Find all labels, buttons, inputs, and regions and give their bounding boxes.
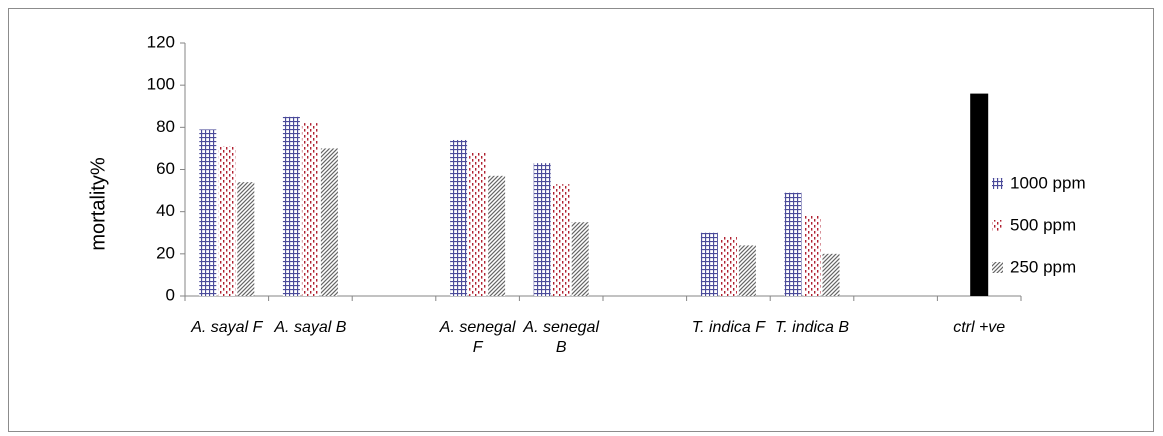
legend-swatch (992, 262, 1003, 273)
bar-1000-ppm (450, 139, 468, 296)
y-tick-label: 120 (147, 32, 175, 51)
x-tick-label: T. indica B (775, 319, 849, 336)
x-tick-label: A. sayal B (273, 319, 346, 336)
y-tick-label: 0 (166, 285, 175, 304)
bar-500-ppm (469, 152, 487, 296)
y-tick-label: 60 (156, 159, 175, 178)
y-axis-label: mortality% (87, 157, 109, 251)
bar-1000-ppm (533, 163, 551, 296)
x-tick-label: A. sayal F (190, 319, 263, 336)
bar-1000-ppm (700, 232, 718, 296)
legend-swatch (992, 220, 1003, 231)
x-tick-label: F (473, 339, 484, 356)
bar-control (970, 93, 989, 296)
bar-500-ppm (719, 236, 737, 296)
y-tick-label: 80 (156, 117, 175, 136)
bar-250-ppm (738, 245, 756, 296)
bar-250-ppm (571, 222, 589, 296)
bar-250-ppm (320, 148, 338, 296)
bar-250-ppm (822, 253, 840, 296)
bar-1000-ppm (199, 129, 217, 296)
legend-label: 250 ppm (1010, 257, 1076, 276)
y-tick-label: 100 (147, 75, 175, 94)
legend: 1000 ppm 500 ppm 250 ppm (992, 173, 1086, 276)
x-tick-label: ctrl +ve (953, 319, 1005, 336)
x-tick-label: B (556, 339, 567, 356)
bar-1000-ppm (784, 192, 802, 296)
bar-250-ppm (237, 182, 255, 296)
legend-label: 500 ppm (1010, 215, 1076, 234)
bar-250-ppm (488, 175, 506, 296)
bar-500-ppm (301, 123, 319, 296)
bar-500-ppm (552, 184, 570, 296)
legend-label: 1000 ppm (1010, 173, 1086, 192)
y-tick-label: 20 (156, 243, 175, 262)
category-labels: A. sayal F A. sayal B A. senegal F A. senega… (190, 319, 1005, 356)
y-tick-label: 40 (156, 201, 175, 220)
bar-500-ppm (218, 146, 236, 296)
chart-frame: mortality% 0 20 40 60 80 100 120 A. sayal F A. … (8, 8, 1154, 432)
x-tick-label: T. indica F (692, 319, 766, 336)
x-tick-label: A. senegal (522, 319, 599, 336)
x-tick-label: A. senegal (439, 319, 516, 336)
bar-1000-ppm (282, 116, 300, 297)
bar-500-ppm (803, 215, 821, 296)
bars (199, 93, 989, 297)
legend-swatch (992, 178, 1003, 189)
